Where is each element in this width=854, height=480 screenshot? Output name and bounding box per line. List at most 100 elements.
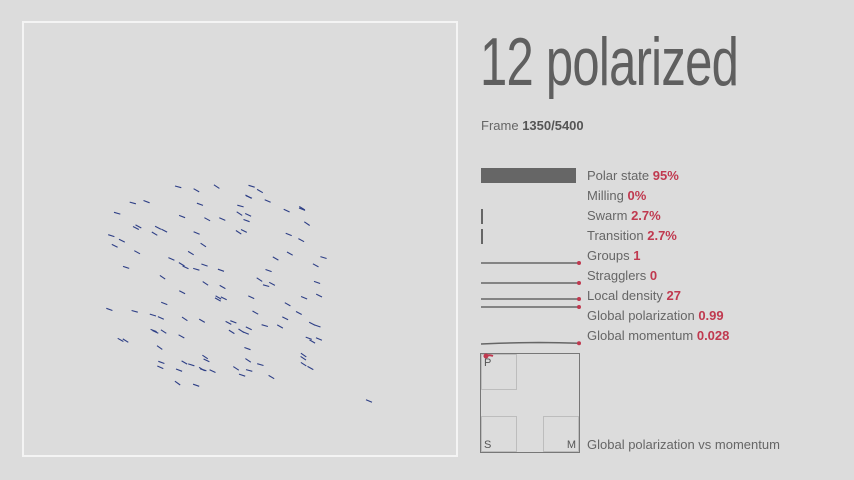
agent [181, 360, 188, 365]
phase-trail [483, 353, 494, 359]
agent [256, 277, 263, 282]
agent [265, 268, 272, 273]
agent [245, 369, 253, 372]
agent [312, 263, 319, 268]
agent [122, 338, 129, 343]
metric-label: Milling [587, 188, 624, 203]
phase-label-p: P [484, 357, 492, 369]
agent [174, 380, 181, 386]
metric-label: Global momentum [587, 328, 694, 343]
agent [182, 265, 189, 270]
agent [262, 284, 270, 288]
metric-label: Local density [587, 288, 663, 303]
frame-counter: Frame 1350/5400 [481, 118, 584, 133]
agent [158, 360, 165, 365]
agent [174, 185, 182, 189]
agent [201, 263, 208, 267]
agent [160, 301, 168, 306]
agent [159, 274, 166, 280]
agent [193, 231, 200, 235]
agent [298, 207, 306, 211]
agent [193, 267, 200, 271]
agent [198, 318, 206, 323]
metric-label: Swarm [587, 208, 628, 223]
agent [132, 226, 140, 230]
agent [308, 321, 316, 326]
agent [248, 295, 255, 300]
metric-groups: Groups 1 [587, 248, 641, 263]
transition-bar [481, 229, 483, 244]
agent [314, 324, 321, 328]
phase-cell-polar [481, 354, 517, 390]
agent [160, 329, 167, 334]
agent [157, 365, 164, 370]
agent [106, 307, 113, 312]
agent [179, 290, 186, 295]
agent [154, 225, 162, 230]
agent [245, 194, 252, 199]
metric-value: 0.028 [696, 328, 730, 343]
agent [131, 309, 138, 313]
agent [238, 373, 246, 377]
agent [244, 212, 252, 217]
metric-label: Polar state [587, 168, 650, 183]
metric-global-polarization: Global polarization 0.99 [587, 308, 724, 323]
agent [178, 262, 185, 267]
agent [300, 295, 308, 300]
agent [305, 336, 312, 340]
local-density-sparkline [481, 297, 581, 301]
agent [157, 316, 165, 320]
agent [175, 368, 183, 372]
phase-plot-caption: Global polarization vs momentum [587, 437, 780, 452]
agent [268, 374, 275, 380]
phase-plot: P S M [480, 353, 580, 453]
agent [252, 310, 259, 315]
agent [129, 201, 137, 205]
agent [295, 311, 302, 315]
agent [286, 251, 293, 256]
agent [203, 358, 210, 363]
stragglers-sparkline [481, 281, 581, 285]
agent [188, 363, 195, 367]
agent [261, 324, 269, 328]
phase-label-m: M [566, 439, 576, 451]
agent [235, 230, 242, 235]
metric-value: 0% [627, 188, 647, 203]
agent [298, 238, 305, 243]
page-title: 12 polarized [480, 24, 739, 100]
metric-milling: Milling 0% [587, 188, 646, 203]
agent [228, 329, 235, 335]
agent [309, 339, 316, 344]
agent [156, 345, 163, 350]
agent [264, 199, 271, 203]
metric-swarm: Swarm 2.7% [587, 208, 661, 223]
metric-value: 0.99 [698, 308, 724, 323]
agent [143, 199, 150, 204]
agent [320, 256, 327, 260]
agent [300, 361, 307, 367]
frame-value: 1350/5400 [522, 118, 584, 133]
agent [238, 328, 245, 334]
agent [108, 234, 115, 238]
metric-value: 2.7% [647, 228, 677, 243]
agent [315, 293, 323, 298]
agent [307, 365, 314, 371]
agent [283, 208, 290, 213]
agent [149, 313, 157, 317]
simulation-canvas [22, 21, 458, 457]
agent [219, 217, 226, 221]
phase-cell-swarm [481, 416, 517, 452]
agent [213, 184, 220, 189]
agent [268, 281, 276, 286]
agent [113, 211, 121, 215]
agent [248, 184, 255, 188]
swarm-bar [481, 209, 483, 224]
agent [214, 297, 221, 302]
metric-value: 2.7% [631, 208, 661, 223]
agent [285, 232, 292, 237]
agent [243, 218, 250, 223]
metric-label: Global polarization [587, 308, 695, 323]
agent [245, 326, 252, 331]
agent [122, 265, 130, 269]
agent [300, 355, 307, 361]
